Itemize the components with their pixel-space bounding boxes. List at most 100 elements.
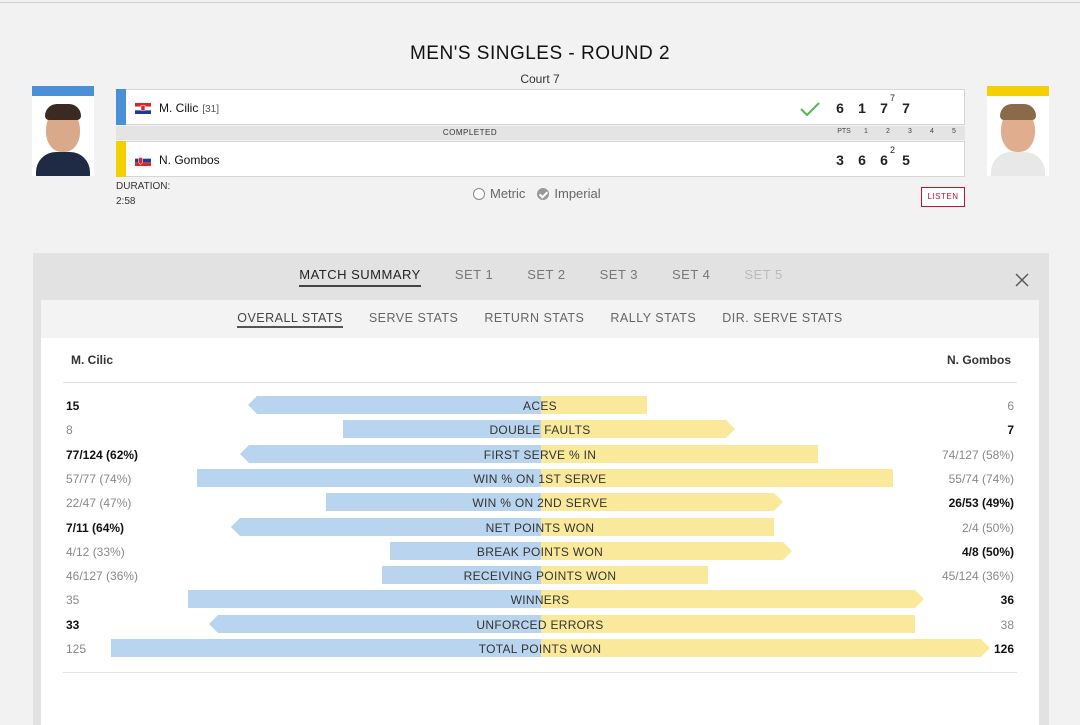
- col-set2: 2: [886, 128, 890, 135]
- stat-row: 57/77 (74%) 55/74 (74%) WIN % ON 1ST SERVE: [41, 467, 1039, 491]
- leader-arrow-right: [774, 493, 783, 512]
- metric-label[interactable]: Metric: [490, 186, 526, 201]
- tab-return-stats[interactable]: RETURN STATS: [484, 311, 585, 325]
- left-stat-value: 46/127 (36%): [66, 569, 139, 584]
- tab-set-1[interactable]: SET 1: [454, 267, 494, 282]
- player1-set4: 7: [902, 100, 910, 116]
- metric-radio[interactable]: [473, 187, 485, 200]
- right-stat-value: 74/127 (58%): [941, 447, 1014, 462]
- leader-arrow-right: [783, 541, 792, 560]
- leader-arrow-left: [240, 444, 249, 463]
- stat-row: 8 7 DOUBLE FAULTS: [41, 418, 1039, 442]
- croatia-flag-icon: [135, 103, 151, 114]
- player1-seed: [31]: [202, 104, 220, 115]
- stat-name: ACES: [523, 399, 557, 413]
- right-stat-value: 55/74 (74%): [948, 471, 1014, 486]
- right-stat-bar: [541, 614, 915, 633]
- tab-dir-serve-stats[interactable]: DIR. SERVE STATS: [722, 311, 843, 325]
- leader-arrow-left: [248, 396, 257, 414]
- player1-photo[interactable]: [32, 86, 94, 176]
- score-column-headers: PTS 1 2 3 4 5: [833, 128, 965, 135]
- right-stat-value: 126: [993, 642, 1014, 656]
- right-stat-bar: [541, 396, 647, 414]
- tab-rally-stats[interactable]: RALLY STATS: [610, 311, 697, 325]
- col-set3: 3: [908, 128, 912, 135]
- player2-name[interactable]: N. Gombos: [159, 153, 220, 167]
- stat-name: WIN % ON 1ST SERVE: [473, 471, 607, 486]
- slovakia-flag-icon: [135, 155, 151, 166]
- right-stat-value: 4/8 (50%): [961, 544, 1014, 559]
- player1-set3-tiebreak: 7: [889, 93, 895, 103]
- right-stat-value: 26/53 (49%): [948, 496, 1014, 511]
- stat-name: RECEIVING POINTS WON: [463, 569, 617, 584]
- left-stat-bar: [111, 639, 541, 657]
- player2-color-bar: [987, 86, 1049, 96]
- player2-set4: 5: [902, 152, 910, 168]
- stat-row: 77/124 (62%) 74/127 (58%) FIRST SERVE % IN: [41, 443, 1039, 467]
- stat-name: WIN % ON 2ND SERVE: [472, 496, 608, 511]
- tab-set-2[interactable]: SET 2: [527, 267, 566, 282]
- imperial-label[interactable]: Imperial: [554, 186, 601, 201]
- right-stat-value: 2/4 (50%): [961, 520, 1014, 535]
- leader-arrow-right: [726, 420, 735, 439]
- left-stat-value: 22/47 (47%): [66, 496, 132, 511]
- listen-button[interactable]: LISTEN: [921, 187, 965, 207]
- leader-arrow-left: [209, 614, 218, 633]
- left-stat-bar: [382, 566, 541, 585]
- stat-category-tabs: OVERALL STATS SERVE STATS RETURN STATS R…: [41, 300, 1039, 338]
- player2-photo[interactable]: [987, 86, 1049, 176]
- right-stat-bar: [541, 468, 893, 487]
- tab-set-3[interactable]: SET 3: [599, 267, 638, 282]
- unit-toggle: Metric Imperial: [473, 186, 601, 201]
- right-stat-bar: [541, 517, 774, 536]
- stats-player-names: M. Cilic N. Gombos: [71, 353, 1011, 367]
- tab-overall-stats[interactable]: OVERALL STATS: [237, 311, 343, 328]
- close-icon[interactable]: [1015, 273, 1029, 287]
- stat-name: WINNERS: [510, 593, 570, 608]
- tab-serve-stats[interactable]: SERVE STATS: [368, 311, 459, 325]
- stat-name: NET POINTS WON: [485, 520, 595, 535]
- right-stat-value: 38: [1000, 617, 1014, 632]
- right-stat-bar: [541, 590, 915, 609]
- stat-name: UNFORCED ERRORS: [476, 617, 604, 632]
- col-set5: 5: [952, 128, 956, 135]
- stat-row: 22/47 (47%) 26/53 (49%) WIN % ON 2ND SERVE: [41, 491, 1039, 515]
- stats-header-divider: [63, 382, 1017, 383]
- match-duration: DURATION: 2:58: [116, 179, 170, 209]
- player2-set2: 6: [858, 152, 866, 168]
- right-stat-bar: [541, 444, 818, 463]
- match-status-bar: COMPLETED PTS 1 2 3 4 5: [116, 126, 965, 140]
- tab-match-summary[interactable]: MATCH SUMMARY: [299, 267, 421, 287]
- player1-set1: 6: [836, 100, 844, 116]
- player1-name[interactable]: M. Cilic [31]: [159, 101, 220, 115]
- duration-value: 2:58: [116, 196, 136, 207]
- right-stat-value: 45/124 (36%): [941, 569, 1014, 584]
- player2-headshot: [987, 96, 1049, 176]
- player2-set1: 3: [836, 152, 844, 168]
- imperial-radio[interactable]: [537, 187, 550, 200]
- left-stat-bar: [218, 614, 541, 633]
- stat-name: TOTAL POINTS WON: [478, 642, 602, 656]
- left-stat-bar: [240, 517, 541, 536]
- left-stat-value: 57/77 (74%): [66, 471, 132, 486]
- right-stat-value: 7: [1007, 423, 1014, 438]
- left-stat-bar: [257, 396, 541, 414]
- right-stat-value: 6: [1007, 399, 1014, 413]
- left-stat-bar: [326, 493, 541, 512]
- col-pts: PTS: [837, 128, 851, 135]
- left-stat-bar: [343, 420, 541, 439]
- left-stat-value: 77/124 (62%): [66, 447, 139, 462]
- left-stat-value: 15: [66, 399, 80, 413]
- stat-name: DOUBLE FAULTS: [489, 423, 591, 438]
- player1-set2: 1: [858, 100, 866, 116]
- col-set1: 1: [864, 128, 868, 135]
- stat-row: 125 126 TOTAL POINTS WON: [41, 637, 1039, 661]
- col-set4: 4: [930, 128, 934, 135]
- right-stat-bar: [541, 639, 981, 657]
- stat-row: 33 38 UNFORCED ERRORS: [41, 613, 1039, 637]
- tab-set-4[interactable]: SET 4: [671, 267, 711, 282]
